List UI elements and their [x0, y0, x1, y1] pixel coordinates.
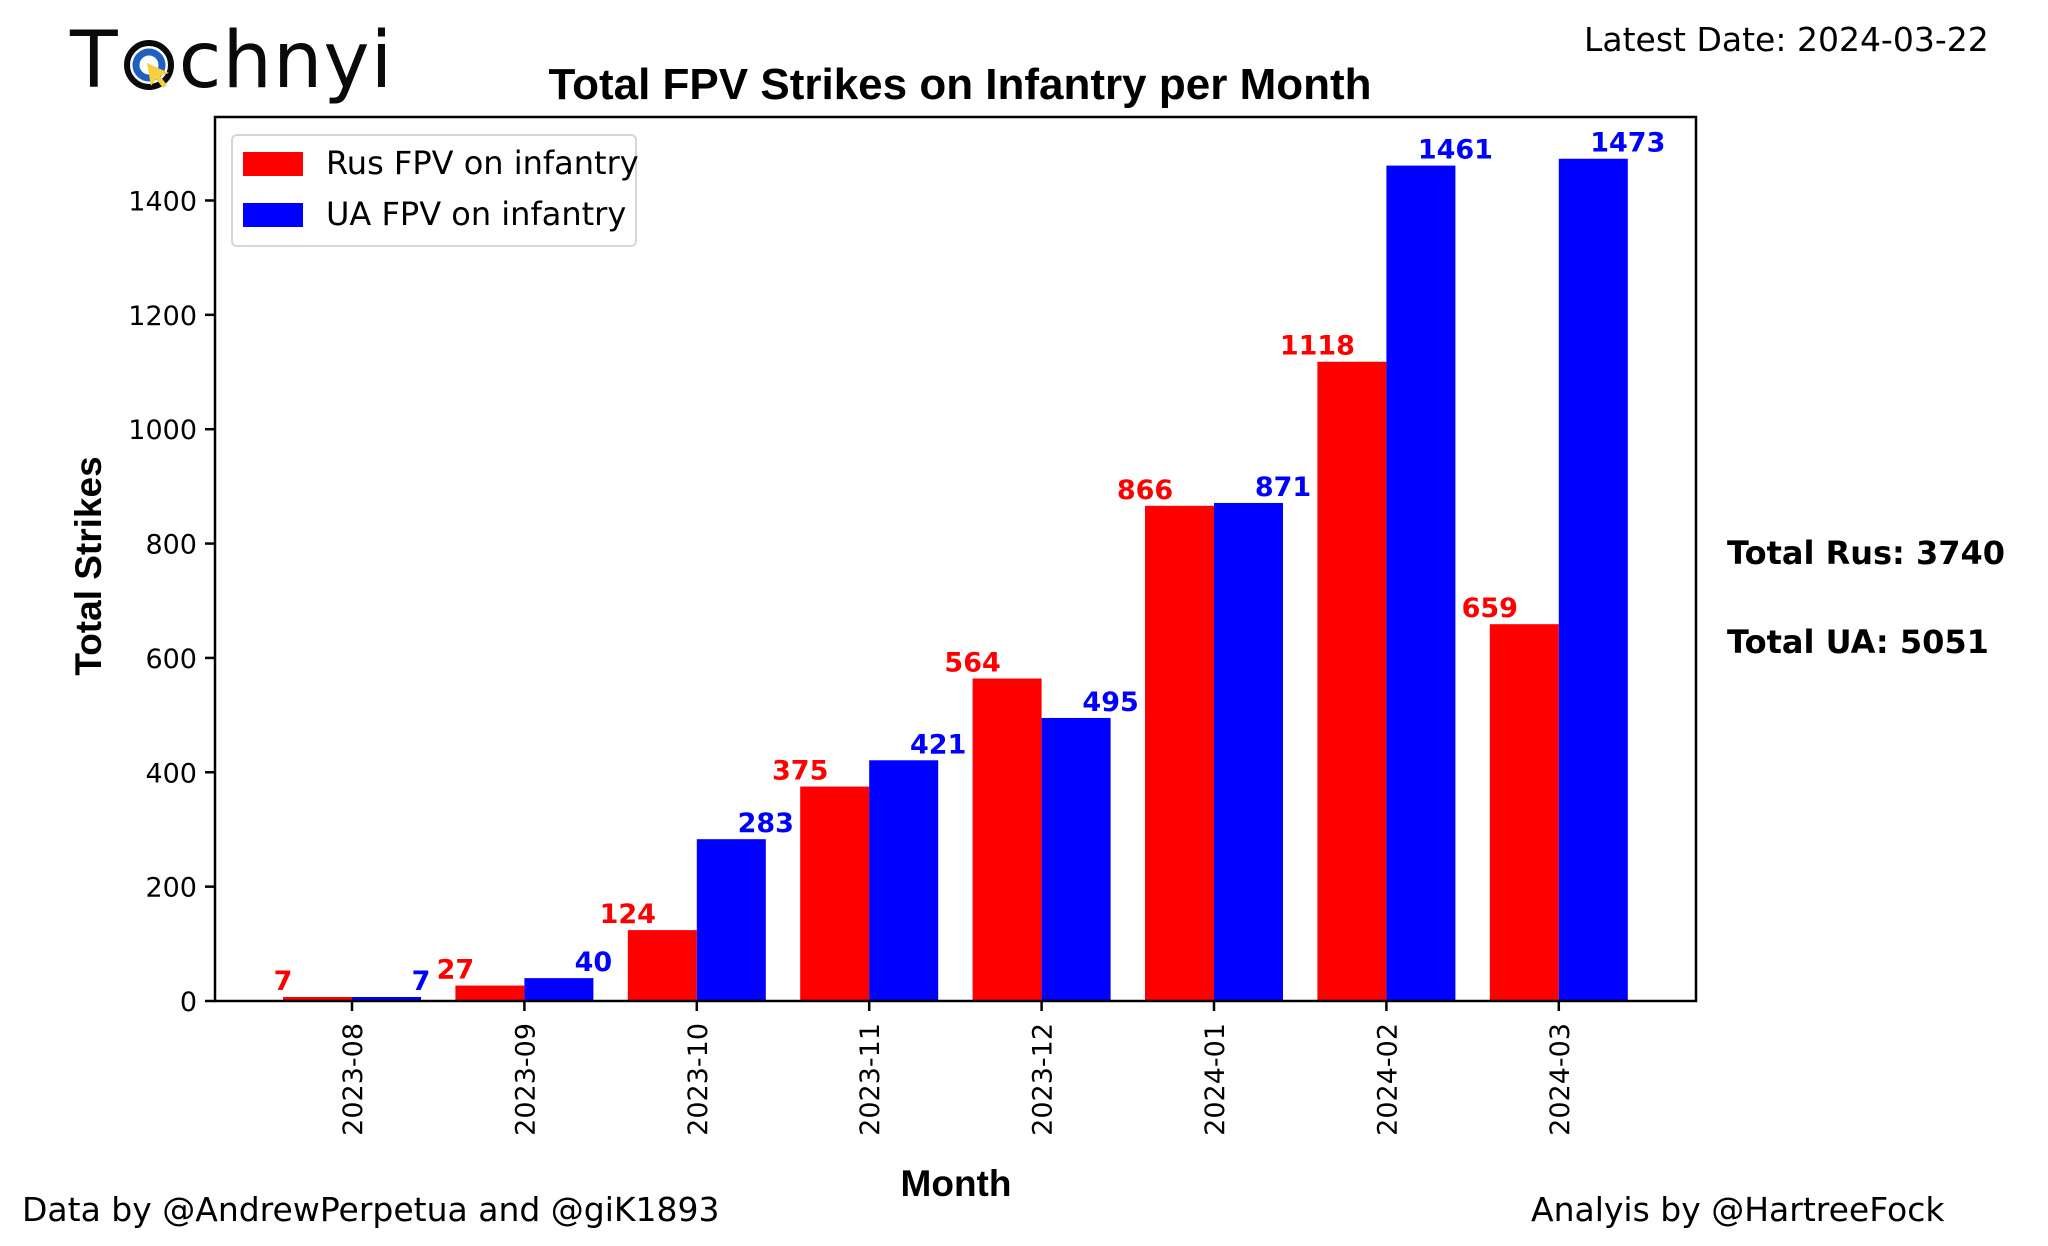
data-label-ua: 495: [1082, 687, 1138, 718]
latest-date: Latest Date: 2024-03-22: [1584, 20, 1989, 59]
data-label-ua: 283: [738, 808, 794, 839]
logo-text-end: chnyi: [178, 16, 394, 106]
x-tick-label: 2023-09: [510, 1023, 541, 1136]
legend-label-ua: UA FPV on infantry: [326, 195, 626, 233]
total-rus: Total Rus: 3740: [1727, 534, 2006, 572]
bar-rus: [1145, 505, 1214, 1001]
total-ua: Total UA: 5051: [1727, 623, 1989, 661]
data-label-rus: 564: [944, 648, 1000, 679]
bar-ua: [696, 839, 766, 1001]
x-tick-label: 2024-03: [1545, 1023, 1576, 1136]
legend-swatch-ua: [243, 203, 303, 227]
bar-ua: [1041, 717, 1111, 1001]
x-tick-label: 2023-08: [338, 1023, 369, 1136]
legend-swatch-rus: [243, 152, 303, 176]
bar-rus: [800, 786, 870, 1001]
bar-ua: [1386, 165, 1456, 1001]
data-label-rus: 375: [772, 756, 828, 787]
data-label-ua: 1473: [1590, 128, 1665, 159]
x-axis-label: Month: [901, 1163, 1012, 1204]
y-tick-label: 200: [145, 873, 197, 904]
x-tick-label: 2023-12: [1028, 1023, 1059, 1136]
logo-text-start: T: [70, 16, 119, 106]
bar-rus: [1489, 624, 1559, 1001]
y-tick-label: 0: [180, 987, 197, 1018]
bar-rus: [627, 930, 697, 1001]
plot-frame: [213, 115, 1698, 1003]
bar-rus: [283, 996, 352, 1001]
data-credit: Data by @AndrewPerpetua and @giK1893: [22, 1190, 720, 1229]
y-tick-label: 1000: [128, 415, 197, 446]
x-tick-label: 2023-10: [683, 1023, 714, 1136]
data-label-rus: 7: [274, 966, 293, 997]
bar-ua: [524, 978, 594, 1001]
bar-rus: [1317, 361, 1387, 1001]
bar-ua: [1214, 502, 1283, 1001]
bar-rus: [455, 985, 525, 1001]
y-tick-label: 1200: [128, 301, 197, 332]
data-label-rus: 659: [1462, 593, 1518, 624]
legend-box: [231, 134, 637, 247]
data-label-ua: 7: [412, 966, 431, 997]
x-tick-label: 2024-01: [1200, 1023, 1231, 1136]
cursor-target-icon: [121, 26, 177, 90]
data-label-rus: 866: [1117, 475, 1173, 506]
analysis-credit: Analyis by @HartreeFock: [1531, 1190, 1945, 1229]
y-tick-label: 600: [145, 644, 197, 675]
x-tick-label: 2023-11: [855, 1023, 886, 1136]
x-tick-label: 2024-02: [1372, 1023, 1403, 1136]
bar-rus: [972, 678, 1042, 1001]
data-label-ua: 1461: [1418, 135, 1493, 166]
y-axis-label: Total Strikes: [68, 456, 109, 675]
data-label-rus: 27: [437, 955, 475, 986]
data-label-ua: 421: [910, 729, 966, 760]
data-label-rus: 124: [600, 899, 656, 930]
bar-ua: [869, 760, 939, 1001]
y-tick-label: 1400: [128, 186, 197, 217]
chart-title: Total FPV Strikes on Infantry per Month: [548, 60, 1371, 109]
legend-label-rus: Rus FPV on infantry: [326, 144, 639, 182]
data-label-ua: 871: [1255, 472, 1311, 503]
data-label-ua: 40: [575, 947, 613, 978]
y-tick-label: 400: [145, 758, 197, 789]
bar-ua: [352, 996, 421, 1001]
y-tick-label: 800: [145, 530, 197, 561]
data-label-rus: 1118: [1280, 331, 1355, 362]
bar-ua: [1558, 158, 1628, 1001]
